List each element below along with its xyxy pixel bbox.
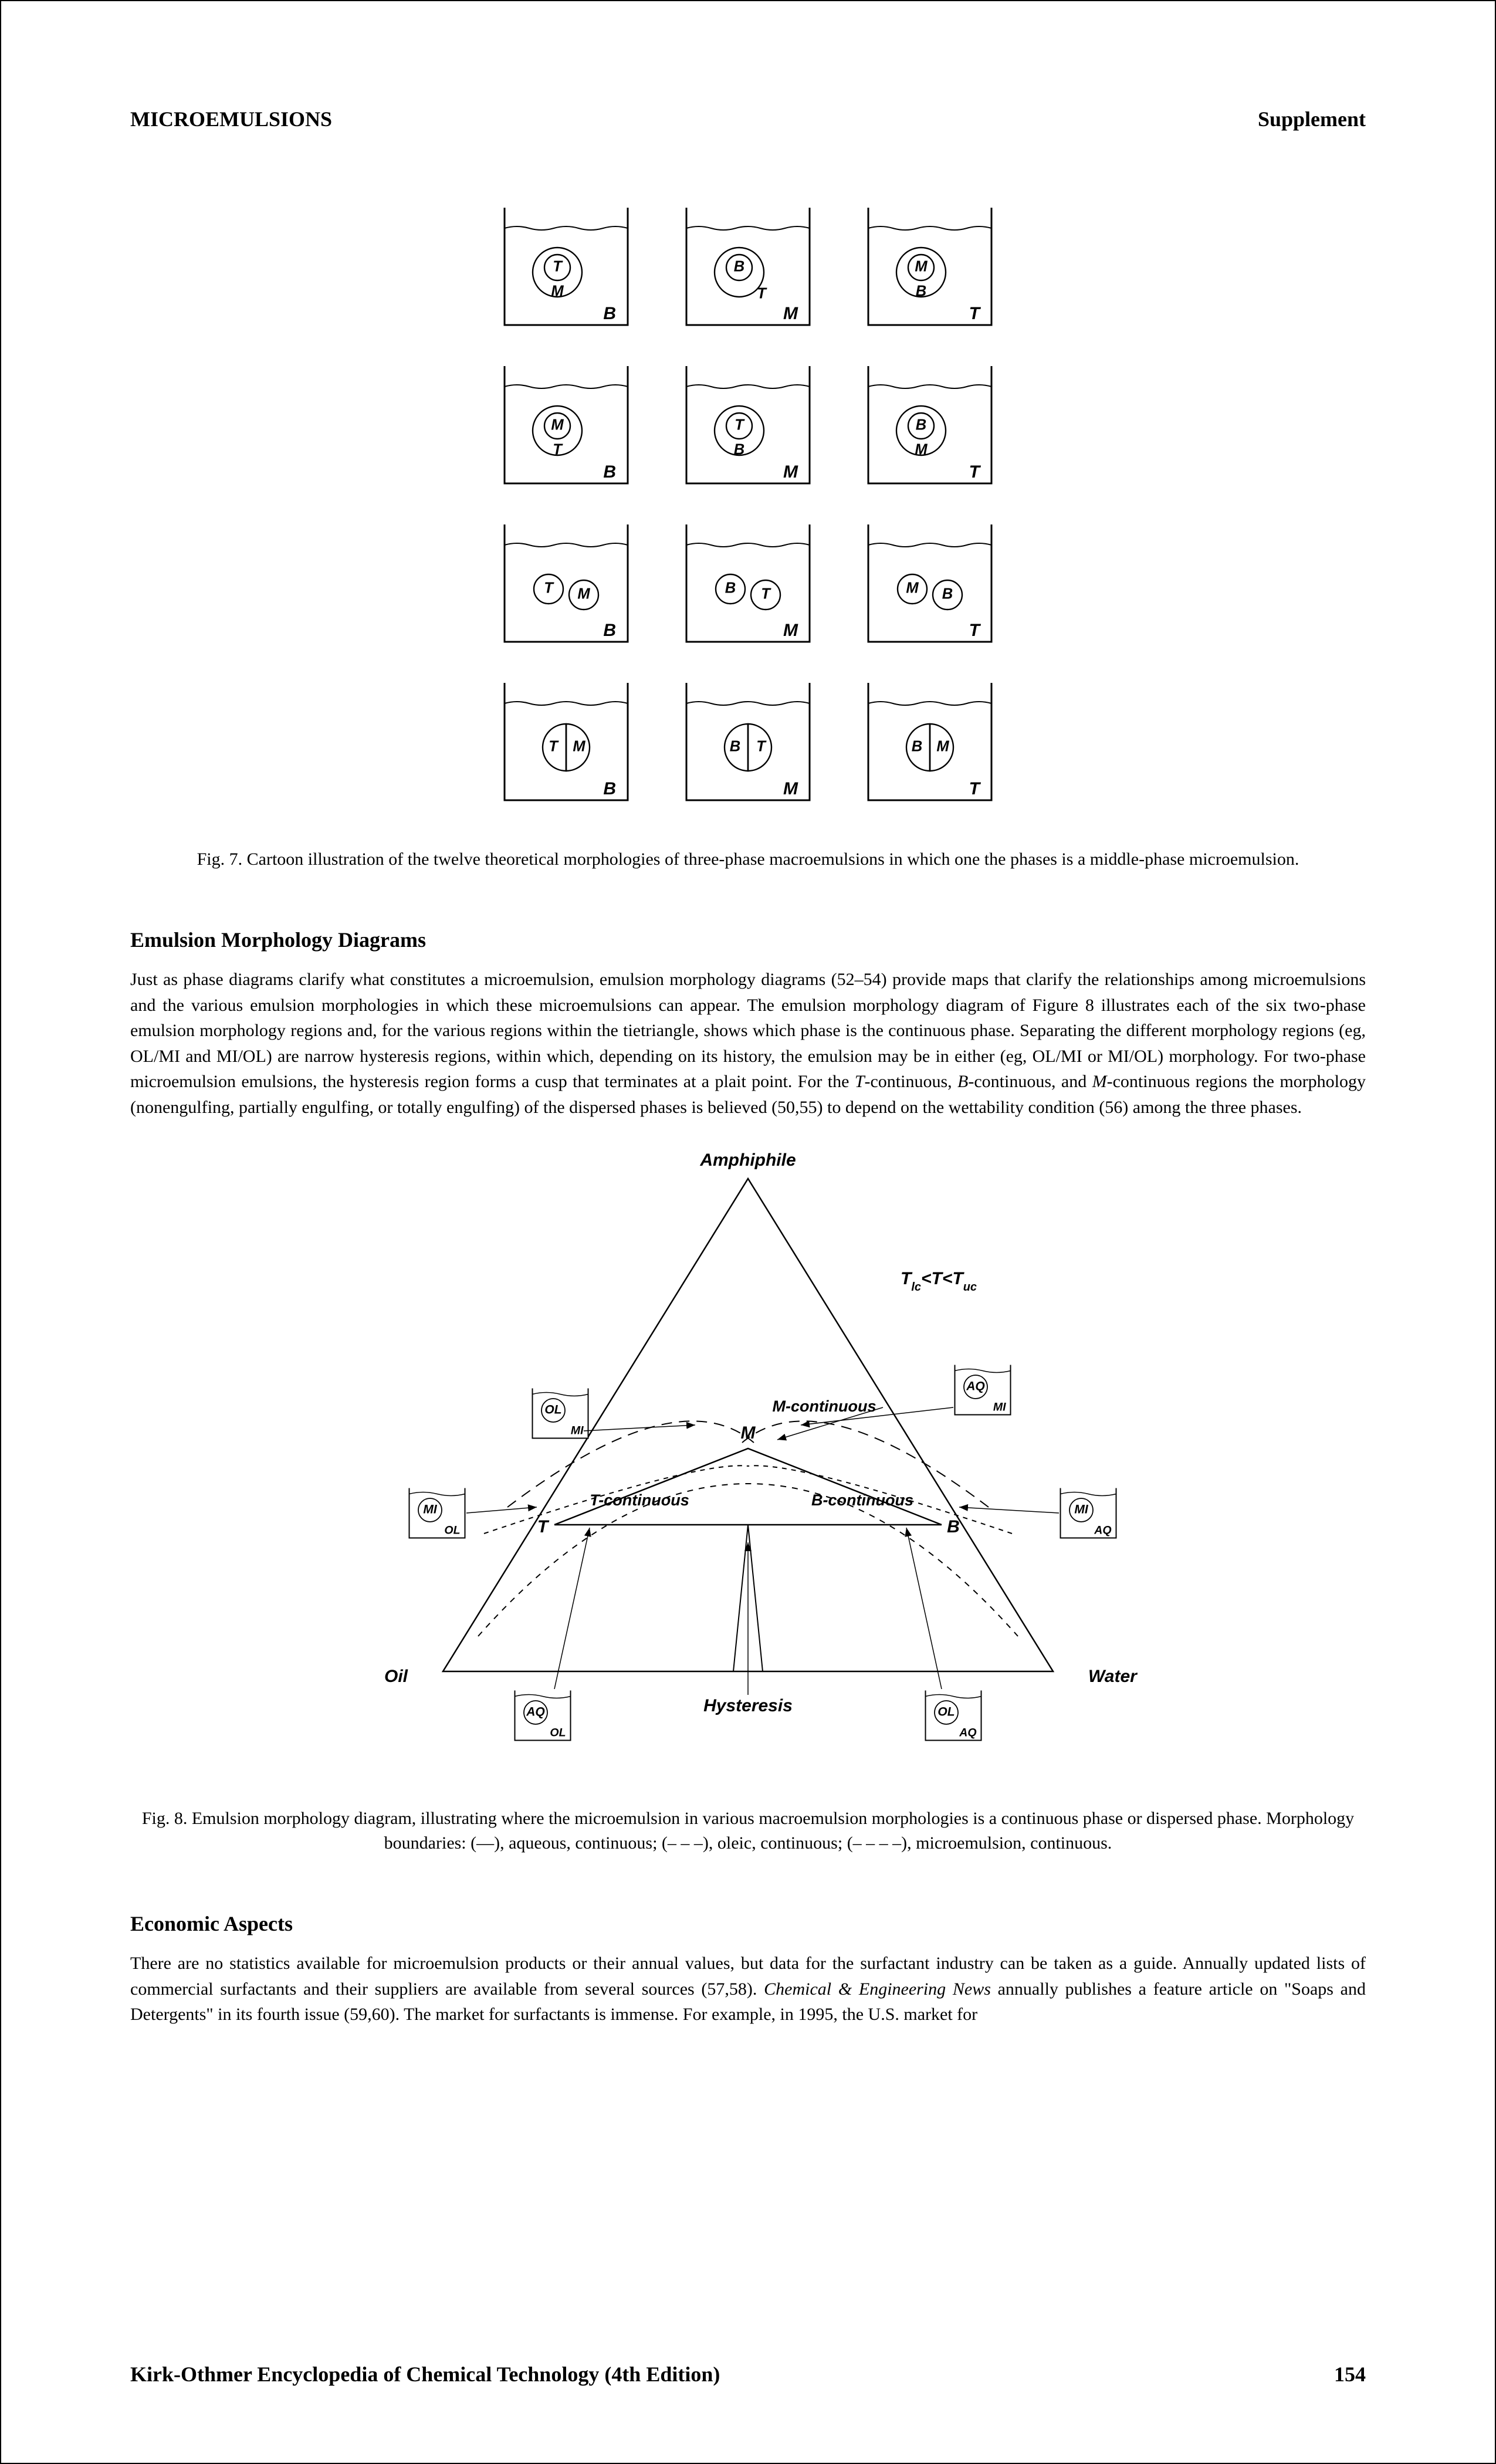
svg-text:B: B: [603, 621, 616, 640]
svg-text:Water: Water: [1088, 1667, 1138, 1686]
svg-text:B: B: [947, 1517, 960, 1536]
svg-text:T: T: [553, 259, 563, 275]
t: -continuous, and: [968, 1072, 1092, 1091]
svg-text:M: M: [783, 779, 798, 798]
footer-page: 154: [1334, 2362, 1366, 2387]
svg-text:B: B: [603, 462, 616, 482]
svg-text:M: M: [783, 304, 798, 323]
svg-text:AQ: AQ: [966, 1380, 985, 1393]
svg-text:T: T: [549, 739, 559, 755]
svg-text:B: B: [912, 739, 922, 755]
svg-text:MI: MI: [423, 1503, 437, 1517]
svg-text:M: M: [551, 417, 564, 434]
figure-7: BTMMBTTMBBMTMTBTBMBTMMBTTMBBTMMBTTBM Fig…: [130, 184, 1366, 872]
svg-text:T: T: [544, 580, 554, 597]
svg-text:M: M: [915, 259, 928, 275]
fig7-caption: Fig. 7. Cartoon illustration of the twel…: [130, 847, 1366, 872]
svg-text:B: B: [725, 580, 736, 597]
i: B: [957, 1072, 968, 1091]
fig8-caption: Fig. 8. Emulsion morphology diagram, ill…: [130, 1806, 1366, 1856]
svg-text:B: B: [942, 586, 953, 603]
i: Chemical & Engineering News: [764, 1979, 991, 1999]
svg-text:M: M: [573, 739, 585, 755]
svg-text:T-continuous: T-continuous: [590, 1491, 689, 1509]
footer: Kirk-Othmer Encyclopedia of Chemical Tec…: [130, 2362, 1366, 2387]
svg-text:B: B: [916, 283, 926, 300]
section2-para: There are no statistics available for mi…: [130, 1951, 1366, 2028]
svg-text:MI: MI: [571, 1424, 584, 1437]
i: M: [1092, 1072, 1107, 1091]
i: T: [855, 1072, 865, 1091]
svg-text:T: T: [757, 286, 767, 302]
svg-text:M: M: [783, 621, 798, 640]
section2-title: Economic Aspects: [130, 1911, 1366, 1936]
header-left: MICROEMULSIONS: [130, 107, 332, 131]
svg-text:M: M: [551, 283, 564, 300]
svg-text:M: M: [577, 586, 590, 603]
svg-text:T: T: [756, 739, 767, 755]
svg-text:M: M: [741, 1423, 756, 1443]
svg-text:Oil: Oil: [384, 1667, 408, 1686]
svg-text:B: B: [603, 304, 616, 323]
svg-text:M: M: [783, 462, 798, 482]
figure-8: Amphiphile Oil Water Tlc<T<Tuc T B M T-continuo…: [130, 1138, 1366, 1856]
fig8-svg: Amphiphile Oil Water Tlc<T<Tuc T B M T-continuo…: [337, 1138, 1159, 1783]
svg-text:OL: OL: [544, 1403, 561, 1417]
fig7-svg: BTMMBTTMBBMTMTBTBMBTMMBTTMBBTMMBTTBM: [481, 184, 1015, 824]
svg-text:MI: MI: [993, 1401, 1006, 1414]
svg-text:AQ: AQ: [1094, 1524, 1111, 1537]
header-right: Supplement: [1258, 107, 1366, 131]
svg-text:T: T: [969, 304, 981, 323]
svg-text:T: T: [969, 462, 981, 482]
section1-para: Just as phase diagrams clarify what cons…: [130, 967, 1366, 1120]
svg-text:B: B: [734, 442, 744, 458]
footer-source: Kirk-Othmer Encyclopedia of Chemical Tec…: [130, 2362, 720, 2387]
header: MICROEMULSIONS Supplement: [130, 107, 1366, 131]
svg-text:T: T: [761, 586, 771, 603]
svg-text:M: M: [906, 580, 919, 597]
svg-text:B: B: [730, 739, 740, 755]
svg-text:B: B: [603, 779, 616, 798]
svg-text:B-continuous: B-continuous: [811, 1491, 913, 1509]
svg-text:M: M: [936, 739, 949, 755]
svg-text:AQ: AQ: [526, 1705, 545, 1719]
svg-text:M-continuous: M-continuous: [773, 1397, 876, 1415]
svg-text:OL: OL: [937, 1705, 955, 1719]
page: MICROEMULSIONS Supplement BTMMBTTMBBMTMT…: [0, 0, 1496, 2464]
svg-text:Tlc<T<Tuc: Tlc<T<Tuc: [901, 1269, 977, 1294]
svg-text:Hysteresis: Hysteresis: [703, 1696, 793, 1715]
svg-text:OL: OL: [550, 1727, 566, 1739]
svg-text:OL: OL: [444, 1524, 460, 1537]
svg-text:Amphiphile: Amphiphile: [699, 1150, 796, 1170]
svg-text:B: B: [734, 259, 744, 275]
t: -continuous,: [865, 1072, 958, 1091]
svg-text:B: B: [916, 417, 926, 434]
svg-text:T: T: [537, 1517, 550, 1536]
section1-title: Emulsion Morphology Diagrams: [130, 928, 1366, 952]
svg-text:T: T: [969, 621, 981, 640]
svg-text:T: T: [969, 779, 981, 798]
svg-text:T: T: [553, 442, 563, 458]
svg-text:AQ: AQ: [959, 1727, 976, 1739]
svg-text:M: M: [915, 442, 928, 458]
svg-text:MI: MI: [1074, 1503, 1088, 1517]
svg-text:T: T: [735, 417, 745, 434]
